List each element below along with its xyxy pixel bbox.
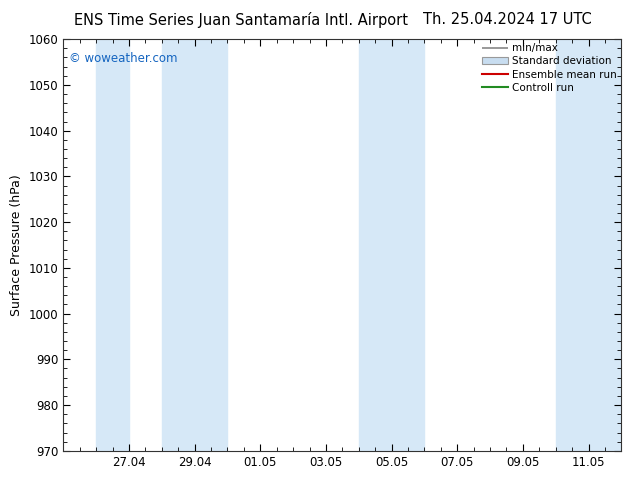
Bar <box>555 39 621 451</box>
Bar <box>162 39 228 451</box>
Text: Th. 25.04.2024 17 UTC: Th. 25.04.2024 17 UTC <box>423 12 592 27</box>
Text: ENS Time Series Juan Santamaría Intl. Airport: ENS Time Series Juan Santamaría Intl. Ai… <box>74 12 408 28</box>
Y-axis label: Surface Pressure (hPa): Surface Pressure (hPa) <box>10 174 23 316</box>
Bar <box>96 39 129 451</box>
Bar <box>359 39 424 451</box>
Text: © woweather.com: © woweather.com <box>69 51 178 65</box>
Legend: min/max, Standard deviation, Ensemble mean run, Controll run: min/max, Standard deviation, Ensemble me… <box>480 41 619 95</box>
